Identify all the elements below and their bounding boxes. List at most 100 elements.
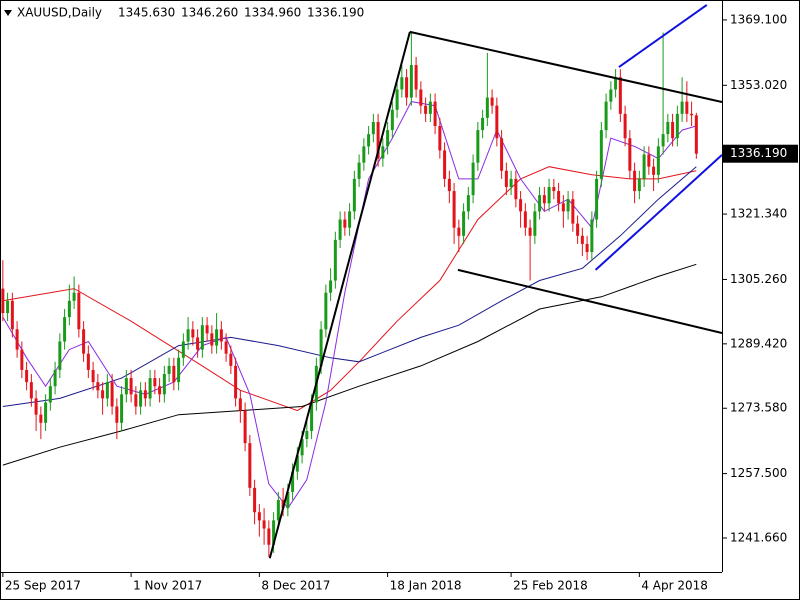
y-tick-label: 1369.100: [730, 12, 787, 26]
candle-body: [690, 113, 694, 116]
candle-body: [400, 77, 404, 90]
candle-body: [371, 121, 375, 135]
menu-icon: [4, 10, 12, 16]
candle-body: [538, 195, 542, 212]
candle-body: [186, 329, 190, 342]
candle-body: [509, 178, 513, 188]
candle-body: [514, 178, 518, 200]
candle-body: [200, 325, 204, 350]
candle-body: [153, 378, 157, 387]
candle-body: [257, 512, 261, 521]
candle-body: [661, 134, 665, 147]
candle-body: [63, 317, 67, 342]
candle-body: [243, 410, 247, 444]
candle-body: [495, 105, 499, 139]
candle-body: [433, 101, 437, 127]
candle-body: [381, 146, 385, 159]
candle-body: [72, 292, 76, 301]
candle-body: [580, 235, 584, 244]
x-tick-label: 1 Nov 2017: [133, 579, 202, 593]
candle-body: [219, 329, 223, 342]
candle-body: [485, 97, 489, 118]
candle-body: [481, 117, 485, 131]
candle-body: [452, 191, 456, 228]
candle-body: [248, 443, 252, 488]
candle-body: [557, 191, 561, 204]
candle-body: [428, 101, 432, 114]
candle-body: [490, 97, 494, 106]
candle-body: [561, 203, 565, 212]
candle-body: [614, 77, 618, 90]
ohlc-value: 1336.190: [307, 6, 364, 20]
y-tick-label: 1289.420: [730, 336, 787, 350]
candle-body: [652, 166, 656, 175]
candle-body: [390, 109, 394, 131]
candle-body: [67, 300, 71, 318]
candle-body: [566, 199, 570, 212]
candle-body: [105, 382, 109, 399]
candle-body: [143, 390, 147, 399]
candle-body: [338, 219, 342, 240]
candle-body: [1, 288, 5, 314]
candle-body: [362, 146, 366, 163]
candle-body: [310, 402, 314, 431]
candle-body: [181, 341, 185, 358]
candle-body: [329, 280, 333, 293]
candle-body: [29, 382, 33, 399]
candle-body: [148, 378, 152, 399]
candle-body: [609, 89, 613, 102]
y-tick-label: 1305.260: [730, 272, 787, 286]
candle-body: [647, 154, 651, 167]
candle-body: [447, 178, 451, 192]
candle-body: [333, 239, 337, 281]
candle-body: [34, 398, 38, 415]
candle-body: [20, 349, 24, 370]
candle-body: [376, 121, 380, 159]
candle-body: [253, 487, 257, 513]
candle-body: [286, 491, 290, 509]
candle-body: [129, 378, 133, 395]
candle-body: [642, 154, 646, 179]
candle-body: [82, 329, 86, 354]
candle-body: [191, 329, 195, 338]
candle-body: [324, 292, 328, 330]
symbol: XAUUSD,Daily: [17, 6, 102, 20]
candle-body: [48, 386, 52, 403]
candle-body: [666, 121, 670, 135]
candle-body: [585, 243, 589, 253]
candle-body: [519, 199, 523, 212]
candle-body: [234, 365, 238, 399]
moving-average: [2, 166, 697, 407]
candle-body: [656, 146, 660, 175]
candle-body: [115, 406, 119, 423]
candle-body: [528, 227, 532, 236]
trendline: [618, 4, 708, 68]
candle-body: [58, 341, 62, 370]
ohlc-value: 1334.960: [244, 6, 301, 20]
candle-body: [305, 430, 309, 440]
candle-body: [438, 126, 442, 151]
candle-body: [424, 105, 428, 114]
ohlc-value: 1345.630: [118, 6, 175, 20]
candle-body: [91, 369, 95, 383]
candle-body: [367, 134, 371, 147]
candle-body: [675, 113, 679, 139]
candle-body: [39, 414, 43, 423]
candle-body: [471, 162, 475, 196]
candle-body: [15, 329, 19, 350]
candle-body: [224, 341, 228, 354]
candle-body: [533, 211, 537, 236]
candle-body: [386, 130, 390, 147]
candle-body: [671, 121, 675, 139]
candle-body: [694, 115, 698, 154]
candle-body: [267, 528, 271, 545]
candle-body: [623, 113, 627, 139]
candle-body: [319, 329, 323, 366]
candle-body: [110, 382, 114, 407]
candle-body: [523, 211, 527, 228]
candle-body: [86, 353, 90, 370]
candle-body: [504, 170, 508, 188]
candle-body: [162, 374, 166, 395]
candle-body: [281, 500, 285, 509]
